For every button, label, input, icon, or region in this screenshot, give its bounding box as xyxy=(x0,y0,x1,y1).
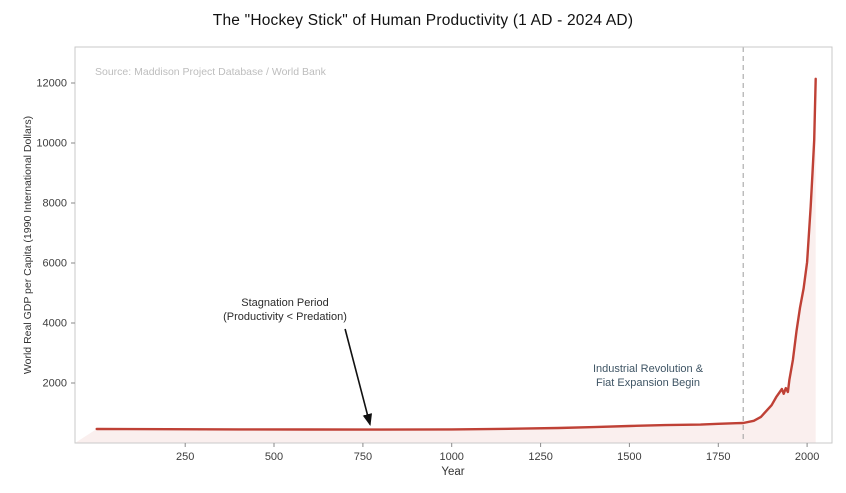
x-axis-label: Year xyxy=(441,466,465,478)
y-axis-label: World Real GDP per Capita (1990 Internat… xyxy=(22,115,34,375)
gdp-line xyxy=(95,77,817,431)
plot-border xyxy=(74,46,833,444)
stagnation-annotation-line1: Stagnation Period xyxy=(241,297,329,309)
stagnation-annotation: Stagnation Period (Productivity < Predat… xyxy=(223,296,347,325)
industrial-annotation-line1: Industrial Revolution & xyxy=(592,363,704,375)
svg-text:2000: 2000 xyxy=(795,451,819,463)
svg-text:750: 750 xyxy=(354,451,372,463)
svg-text:6000: 6000 xyxy=(43,258,67,270)
industrial-revolution-annotation: Industrial Revolution & Fiat Expansion B… xyxy=(593,362,703,391)
svg-text:4000: 4000 xyxy=(43,318,67,330)
gdp-area-fill xyxy=(75,78,816,444)
chart-title: The "Hockey Stick" of Human Productivity… xyxy=(212,12,634,29)
stagnation-annotation-line2: (Productivity < Predation) xyxy=(223,311,347,324)
svg-text:1750: 1750 xyxy=(706,451,730,463)
svg-text:10000: 10000 xyxy=(36,138,67,150)
svg-text:250: 250 xyxy=(176,451,194,463)
svg-text:8000: 8000 xyxy=(43,198,67,210)
svg-text:1250: 1250 xyxy=(528,451,552,463)
industrial-annotation-line2: Fiat Expansion Begin xyxy=(596,377,700,390)
svg-text:2000: 2000 xyxy=(43,378,67,390)
svg-text:12000: 12000 xyxy=(36,78,67,90)
source-note: Source: Maddison Project Database / Worl… xyxy=(95,66,326,78)
stagnation-arrow xyxy=(344,328,373,426)
svg-text:500: 500 xyxy=(265,451,283,463)
svg-text:1000: 1000 xyxy=(439,451,463,463)
svg-text:1500: 1500 xyxy=(617,451,641,463)
